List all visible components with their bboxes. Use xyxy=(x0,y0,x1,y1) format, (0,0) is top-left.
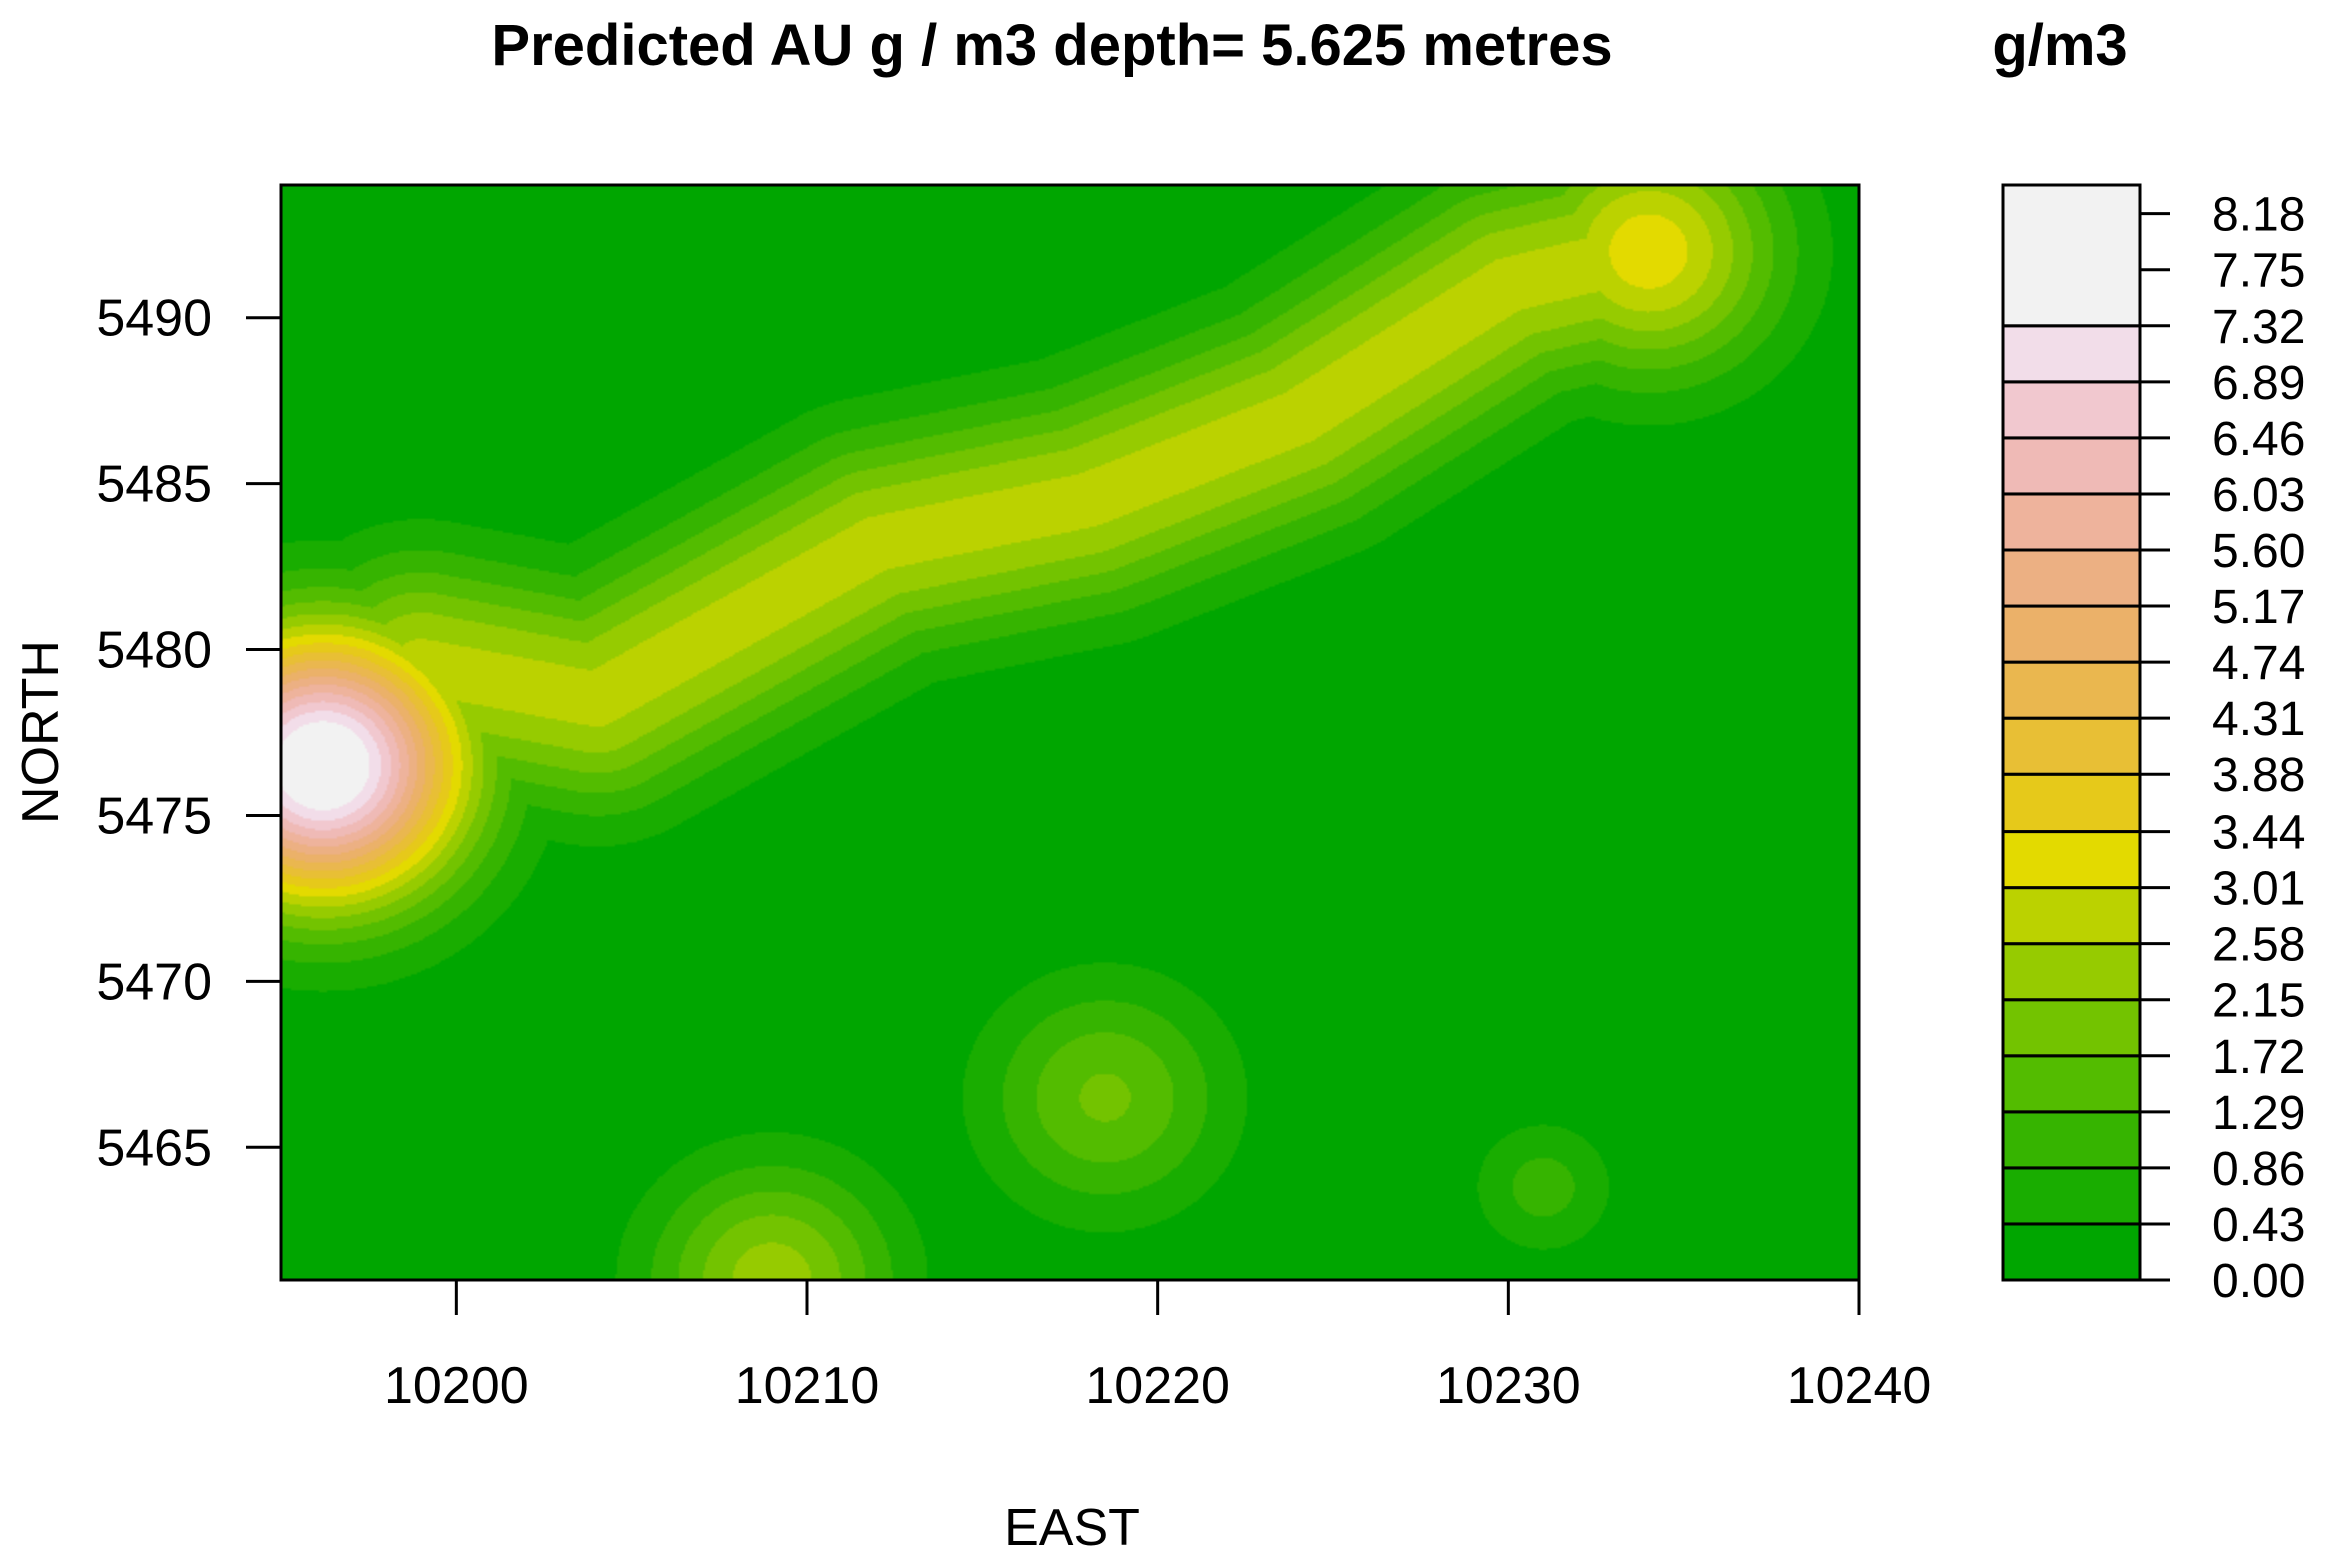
legend-swatch xyxy=(2001,1166,2142,1226)
legend-swatch xyxy=(2001,183,2142,328)
y-tick-label: 5470 xyxy=(96,953,212,1011)
legend-level-label: 6.89 xyxy=(2212,357,2305,410)
x-tick-label: 10240 xyxy=(1787,1357,1932,1415)
y-axis-label: NORTH xyxy=(12,640,70,824)
legend-swatch xyxy=(2001,1054,2142,1114)
legend-level-label: 2.15 xyxy=(2212,975,2305,1028)
legend-level-label: 3.88 xyxy=(2212,749,2305,802)
contour-field xyxy=(281,185,1859,1280)
legend-swatch xyxy=(2001,1222,2142,1282)
y-tick-label: 5465 xyxy=(96,1119,212,1177)
x-axis-label: EAST xyxy=(1004,1499,1140,1557)
y-tick-label: 5480 xyxy=(96,622,212,680)
legend-swatch xyxy=(2001,1110,2142,1170)
y-tick-label: 5490 xyxy=(96,290,212,348)
plot-frame xyxy=(279,183,1861,1282)
legend-level-label: 6.46 xyxy=(2212,413,2305,466)
legend-swatch xyxy=(2001,886,2142,946)
legend-frame xyxy=(2001,183,2142,1282)
legend-level-label: 3.44 xyxy=(2212,807,2305,860)
legend-title: g/m3 xyxy=(1992,13,2127,78)
legend-level-label: 1.29 xyxy=(2212,1087,2305,1140)
y-tick-label: 5475 xyxy=(96,787,212,845)
legend-level-label: 4.74 xyxy=(2212,637,2305,690)
y-axis: 5465 5470 5475 5480 5485 5490 xyxy=(96,290,281,1177)
legend-level-label: 5.17 xyxy=(2212,581,2305,634)
legend-level-label: 6.03 xyxy=(2212,469,2305,522)
x-axis: 10200 10210 10220 10230 10240 xyxy=(384,1280,1931,1415)
legend-level-label: 4.31 xyxy=(2212,693,2305,746)
legend-level-label: 3.01 xyxy=(2212,863,2305,916)
legend-swatch xyxy=(2001,772,2142,834)
x-tick-label: 10210 xyxy=(735,1357,880,1415)
legend-swatch xyxy=(2001,998,2142,1058)
chart-title: Predicted AU g / m3 depth= 5.625 metres xyxy=(491,13,1612,78)
legend-level-label: 5.60 xyxy=(2212,525,2305,578)
legend-swatch xyxy=(2001,492,2142,552)
legend-swatch xyxy=(2001,830,2142,890)
legend-level-label: 7.75 xyxy=(2212,245,2305,298)
legend-level-label: 7.32 xyxy=(2212,301,2305,354)
x-tick-label: 10220 xyxy=(1085,1357,1230,1415)
legend-swatch xyxy=(2001,942,2142,1002)
colorbar-legend: 0.000.430.861.291.722.152.583.013.443.88… xyxy=(2001,183,2305,1308)
legend-level-label: 1.72 xyxy=(2212,1031,2305,1084)
legend-level-label: 0.00 xyxy=(2212,1255,2305,1308)
legend-level-label: 8.18 xyxy=(2212,189,2305,242)
legend-swatch xyxy=(2001,324,2142,384)
legend-swatch xyxy=(2001,660,2142,720)
legend-level-label: 2.58 xyxy=(2212,919,2305,972)
y-tick-label: 5485 xyxy=(96,456,212,514)
legend-swatch xyxy=(2001,716,2142,776)
legend-level-label: 0.43 xyxy=(2212,1199,2305,1252)
x-tick-label: 10230 xyxy=(1436,1357,1581,1415)
legend-swatch xyxy=(2001,436,2142,496)
legend-swatch xyxy=(2001,548,2142,608)
legend-level-label: 0.86 xyxy=(2212,1143,2305,1196)
legend-swatch xyxy=(2001,380,2142,440)
plot-region xyxy=(279,183,1861,1282)
x-tick-label: 10200 xyxy=(384,1357,529,1415)
legend-swatch xyxy=(2001,604,2142,664)
